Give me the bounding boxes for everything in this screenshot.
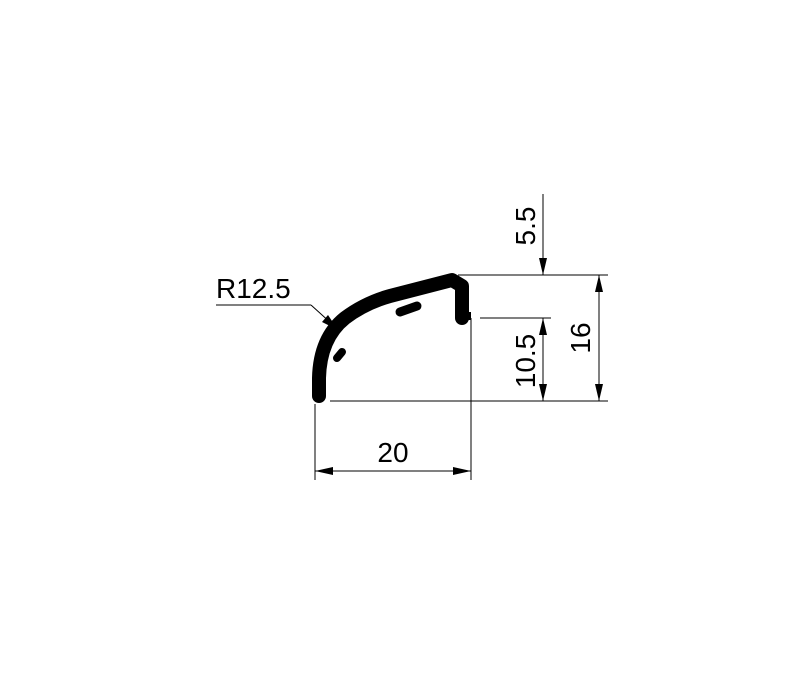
- total-height-arrow-top: [595, 275, 603, 292]
- radius-callout: R12.5: [216, 273, 338, 330]
- total-height-arrow-bottom: [595, 384, 603, 401]
- width-arrow-right: [453, 467, 471, 475]
- lower-height-arrow-top: [539, 318, 547, 335]
- lower-height-label: 10.5: [510, 334, 541, 389]
- profile-outer-curve: [312, 273, 469, 403]
- width-dimension: 20: [314, 318, 472, 480]
- profile-inner-tab-upper: [395, 301, 422, 317]
- top-offset-label: 5.5: [510, 207, 541, 246]
- radius-label: R12.5: [216, 273, 291, 304]
- lower-height-dimension: 10.5: [510, 318, 547, 401]
- width-arrow-left: [315, 467, 333, 475]
- top-offset-dimension: 5.5: [510, 194, 547, 275]
- profile-end-lip: [457, 312, 471, 320]
- radius-arrow: [322, 315, 338, 330]
- profile-shape: [312, 273, 471, 403]
- profile-inner-tab-lower: [333, 348, 346, 362]
- total-height-label: 16: [565, 322, 596, 353]
- lower-height-arrow-bottom: [539, 384, 547, 401]
- total-height-dimension: 16: [565, 275, 603, 401]
- top-offset-arrow: [539, 258, 547, 275]
- width-label: 20: [377, 437, 408, 468]
